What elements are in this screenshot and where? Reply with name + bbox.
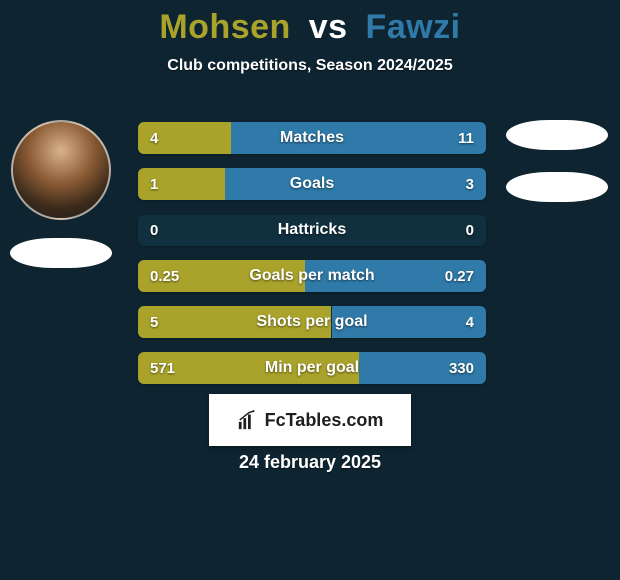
title-player1: Mohsen [159, 8, 290, 46]
player-left-name-pill [10, 238, 112, 268]
stat-value-right: 0 [454, 214, 486, 246]
comparison-canvas: Mohsen vs Fawzi Club competitions, Seaso… [0, 0, 620, 580]
date-text: 24 february 2025 [0, 452, 620, 473]
title-player2: Fawzi [366, 8, 461, 46]
branding: FcTables.com [209, 394, 411, 446]
fctables-logo-icon [237, 409, 259, 431]
branding-text: FcTables.com [265, 410, 384, 431]
stat-value-right: 4 [454, 306, 486, 338]
stat-value-right: 0.27 [433, 260, 486, 292]
stat-label: Hattricks [138, 214, 486, 246]
player-left-avatar [11, 120, 111, 220]
stat-value-left: 5 [138, 306, 170, 338]
player-right-block [504, 120, 610, 202]
stat-value-right: 11 [446, 122, 486, 154]
stat-value-left: 571 [138, 352, 187, 384]
title-vs: vs [309, 8, 348, 46]
stat-label: Shots per goal [138, 306, 486, 338]
stat-label: Goals [138, 168, 486, 200]
stat-label: Min per goal [138, 352, 486, 384]
stat-value-right: 3 [454, 168, 486, 200]
stat-row: Goals1 3 [138, 168, 486, 200]
player-right-name-pill-1 [506, 120, 608, 150]
subtitle: Club competitions, Season 2024/2025 [0, 57, 620, 75]
stat-value-left: 0 [138, 214, 170, 246]
stat-row: Shots per goal5 4 [138, 306, 486, 338]
stat-bars: Matches411Goals13Hattricks00Goals per ma… [138, 122, 486, 398]
stat-value-right: 330 [437, 352, 486, 384]
stat-label: Matches [138, 122, 486, 154]
stat-row: Matches4 11 [138, 122, 486, 154]
stat-value-left: 1 [138, 168, 170, 200]
stat-value-left: 4 [138, 122, 170, 154]
player-left-block [8, 120, 114, 268]
stat-row: Goals per match0.250.27 [138, 260, 486, 292]
page-title: Mohsen vs Fawzi [0, 0, 620, 47]
stat-row: Hattricks0 0 [138, 214, 486, 246]
stat-value-left: 0.25 [138, 260, 191, 292]
player-right-name-pill-2 [506, 172, 608, 202]
stat-row: Min per goal571 330 [138, 352, 486, 384]
